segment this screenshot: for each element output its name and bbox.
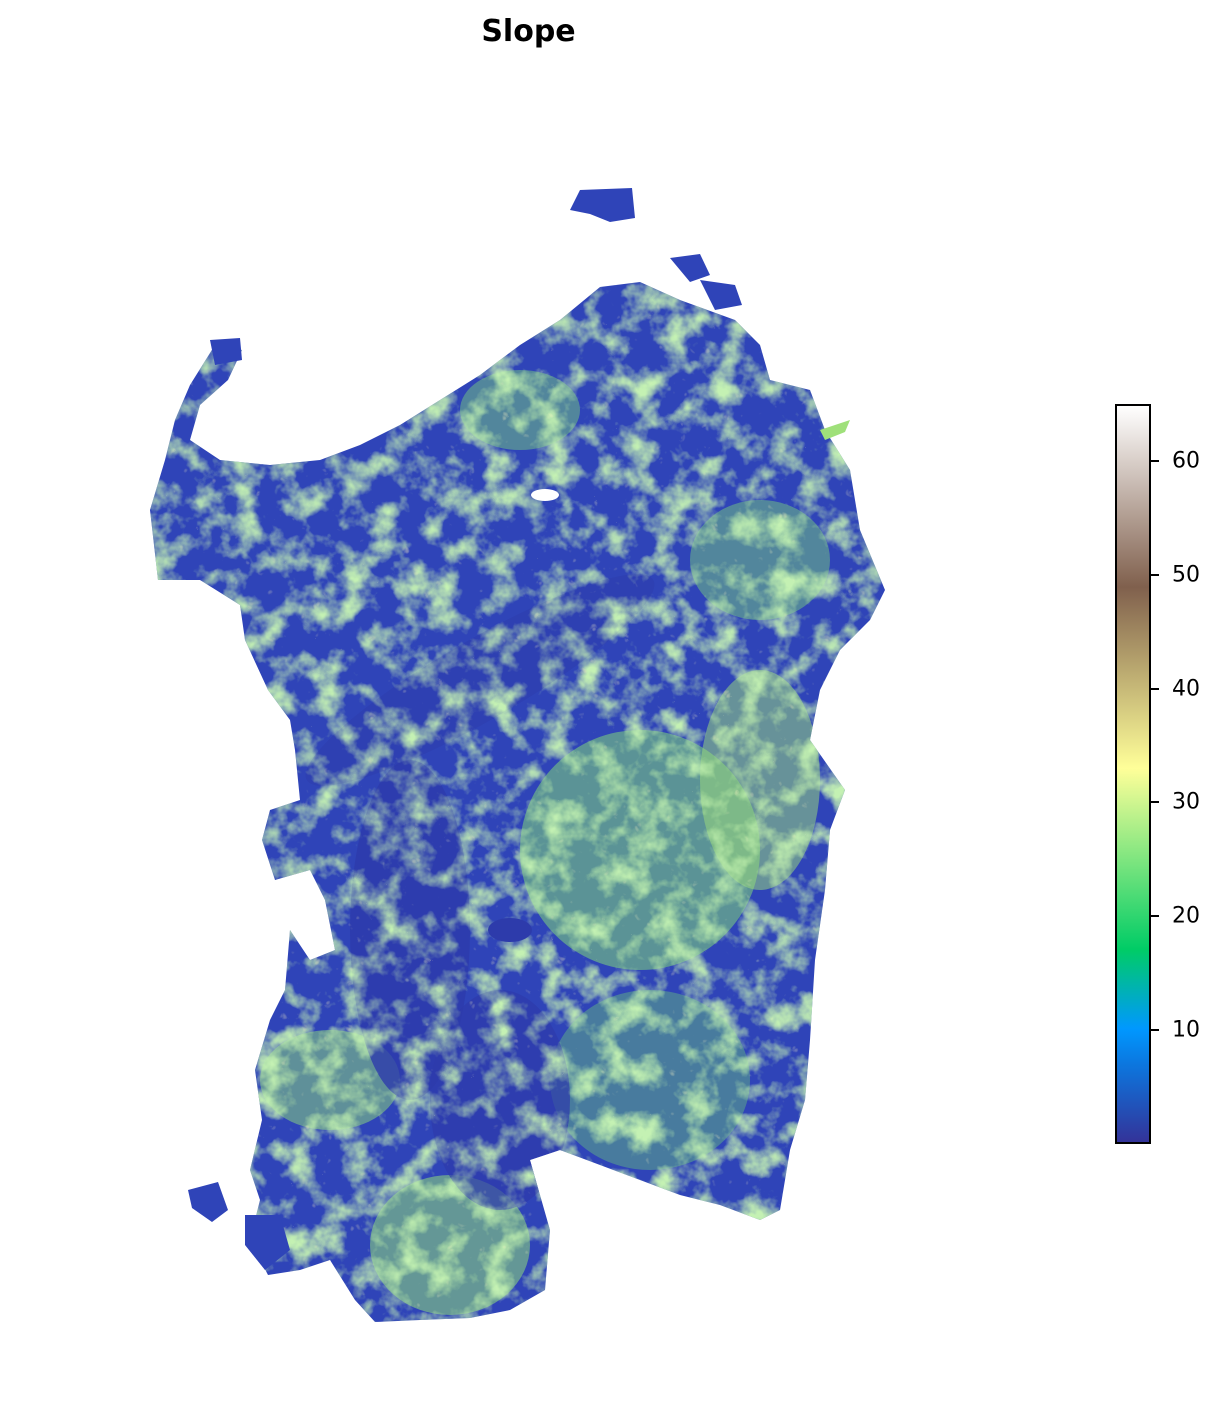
colorbar-tick-label: 10 (1172, 1017, 1200, 1043)
colorbar (1115, 404, 1151, 1144)
colorbar-tick-label: 20 (1172, 903, 1200, 929)
map-title: Slope (481, 14, 576, 49)
colorbar-tick (1151, 801, 1159, 804)
colorbar-tick (1151, 573, 1159, 576)
island-body (150, 282, 885, 1322)
colorbar-tick-label: 50 (1172, 562, 1200, 588)
colorbar-tick-label: 60 (1172, 448, 1200, 474)
colorbar-tick-label: 30 (1172, 789, 1200, 815)
colorbar-tick (1151, 1029, 1159, 1032)
small-islands (188, 188, 850, 1270)
colorbar-tick (1151, 915, 1159, 918)
colorbar-tick (1151, 687, 1159, 690)
colorbar-tick (1151, 459, 1159, 462)
colorbar-tick-label: 40 (1172, 676, 1200, 702)
